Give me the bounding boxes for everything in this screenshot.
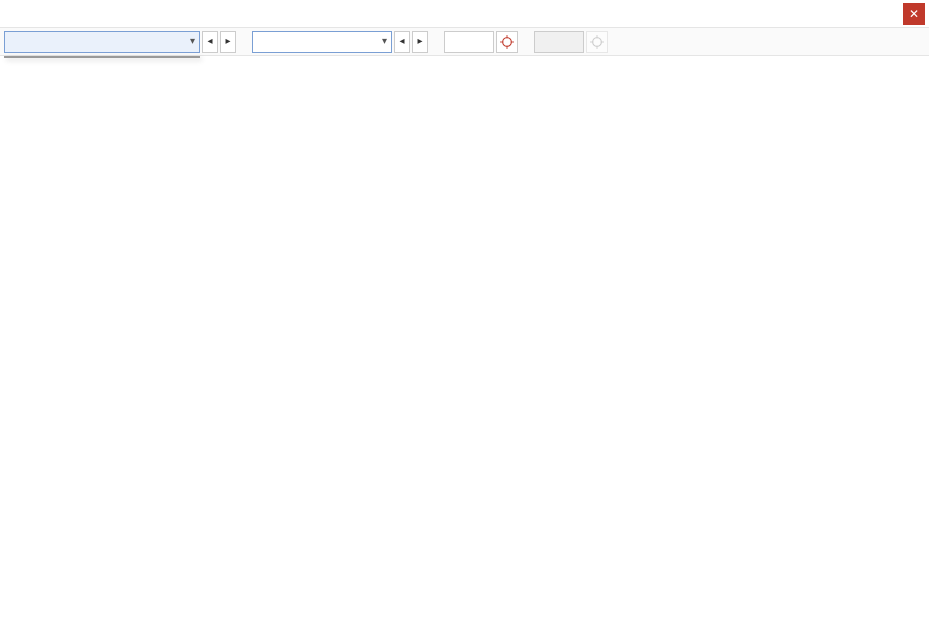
pick-node-button[interactable]: [496, 31, 518, 53]
type-prev-button[interactable]: ◂: [202, 31, 218, 53]
chart-area: [0, 56, 893, 624]
titlebar: ✕: [0, 0, 929, 28]
knoten-nr-input: [534, 31, 584, 53]
pick-node-button-2: [586, 31, 608, 53]
type-dropdown-list[interactable]: [4, 56, 200, 58]
chevron-down-icon: ▾: [382, 36, 387, 47]
chart-svg: [0, 56, 893, 624]
wert-combo[interactable]: ▾: [252, 31, 392, 53]
close-icon: ✕: [909, 7, 919, 21]
crosshair-icon: [590, 35, 604, 49]
wert-prev-button[interactable]: ◂: [394, 31, 410, 53]
crosshair-icon: [500, 35, 514, 49]
type-combo[interactable]: ▾: [4, 31, 200, 53]
knoten-no-input[interactable]: [444, 31, 494, 53]
wert-next-button[interactable]: ▸: [412, 31, 428, 53]
close-button[interactable]: ✕: [903, 3, 925, 25]
toolbar: ▾ ◂ ▸ ▾ ◂ ▸: [0, 28, 929, 56]
chevron-down-icon: ▾: [190, 36, 195, 47]
type-next-button[interactable]: ▸: [220, 31, 236, 53]
